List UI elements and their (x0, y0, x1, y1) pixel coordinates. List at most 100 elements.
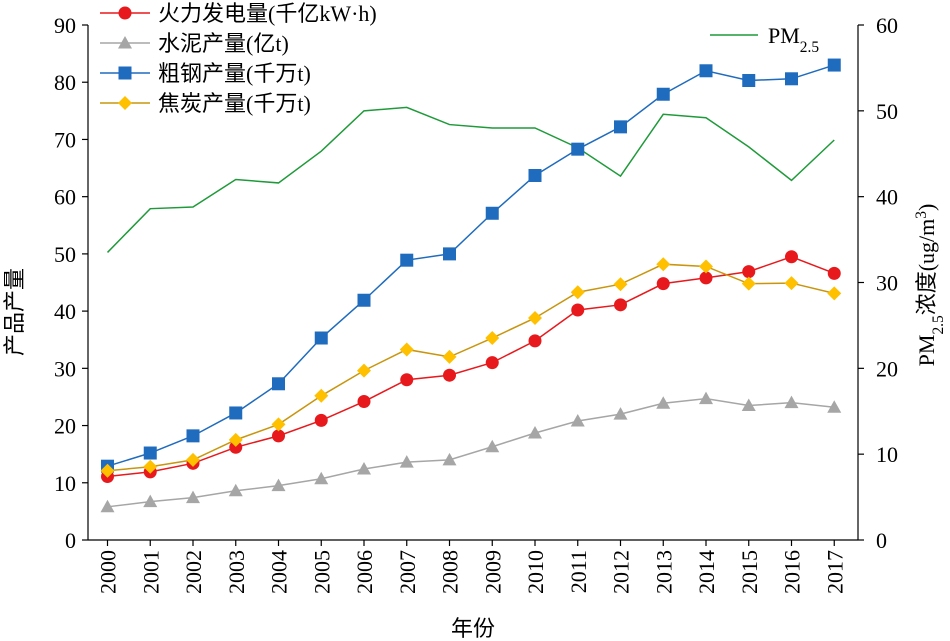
data-point (186, 490, 200, 504)
axes: 0 10 20 30 40 50 60 70 80 90 0 10 20 30 40 50 60 2000 2001… (54, 13, 898, 594)
x-tick-label: 2011 (566, 550, 591, 593)
data-point (528, 168, 542, 182)
data-point (143, 494, 158, 508)
x-tick-label: 2005 (309, 550, 334, 594)
data-point (442, 349, 457, 364)
data-point (357, 395, 371, 409)
x-tick-label: 2003 (224, 550, 249, 594)
legend-item: PM2.5 (710, 23, 819, 56)
legend-label: 水泥产量(亿t) (158, 31, 289, 56)
y-left-tick-label: 10 (54, 471, 76, 496)
x-tick-label: 2014 (694, 550, 719, 594)
series-line (106, 106, 835, 253)
x-tick-label: 2015 (737, 550, 762, 594)
data-point (784, 395, 799, 409)
x-tick-label: 2007 (395, 550, 420, 594)
data-point (143, 446, 157, 460)
y-right-tick-label: 60 (876, 13, 898, 38)
series-1 (100, 391, 842, 513)
x-tick-label: 2016 (780, 550, 805, 594)
data-point (228, 483, 243, 497)
legend-item: 焦炭产量(千万t) (100, 91, 311, 116)
data-point (442, 452, 457, 466)
data-point (229, 406, 243, 420)
data-point (742, 74, 756, 88)
y-right-tick-label: 50 (876, 99, 898, 124)
series-line (107, 263, 835, 472)
data-point (443, 368, 456, 382)
data-point (656, 396, 671, 409)
data-point (699, 259, 713, 274)
series-line (107, 64, 835, 467)
data-point (699, 391, 713, 405)
data-point (699, 271, 713, 285)
y-left-tick-label: 90 (54, 13, 76, 38)
legend-item: 粗钢产量(千万t) (100, 61, 311, 86)
x-axis-title: 年份 (451, 616, 495, 641)
data-point (827, 400, 842, 413)
data-point (656, 257, 671, 272)
legend: 火力发电量(千亿kW·h) 水泥产量(亿t) 粗钢产量(千万t) 焦炭产量(千万t) P… (100, 1, 819, 116)
y-right-tick-label: 30 (876, 271, 898, 296)
data-point (613, 407, 628, 420)
x-tick-label: 2017 (822, 550, 847, 594)
series-3 (100, 257, 842, 478)
x-tick-label: 2000 (96, 550, 121, 594)
x-tick-label: 2010 (523, 550, 548, 594)
series-2 (101, 58, 841, 473)
data-point (785, 72, 798, 86)
legend-label: 粗钢产量(千万t) (158, 61, 311, 86)
data-point (827, 58, 841, 72)
y-left-tick-label: 0 (65, 528, 76, 553)
y-right-tick-label: 20 (876, 356, 898, 381)
y-axis-left-title: 产品产量 (2, 268, 27, 356)
series-line (107, 255, 835, 478)
data-point (485, 331, 500, 346)
data-point (229, 440, 243, 454)
data-point (570, 413, 585, 427)
data-point (742, 265, 756, 279)
data-point (443, 247, 456, 261)
data-point (271, 417, 286, 432)
legend-marker (118, 66, 132, 80)
data-point (656, 277, 670, 291)
data-point (314, 388, 329, 403)
data-point (100, 499, 115, 513)
data-point (485, 439, 500, 453)
series-0 (101, 250, 841, 483)
data-point (656, 87, 670, 101)
y-left-tick-label: 20 (54, 414, 76, 439)
y-right-tick-label: 40 (876, 185, 898, 210)
data-point (357, 293, 371, 307)
data-point (357, 363, 371, 378)
data-point (186, 429, 200, 443)
data-point (571, 142, 585, 156)
x-tick-label: 2004 (267, 550, 292, 594)
data-point (614, 120, 627, 134)
data-point (614, 298, 627, 312)
data-point (400, 373, 414, 387)
x-tick-label: 2013 (651, 550, 676, 594)
data-point (528, 310, 542, 325)
series-4 (106, 106, 835, 253)
legend-marker (118, 36, 132, 49)
data-point (399, 455, 414, 468)
data-point (400, 253, 414, 267)
x-tick-label: 2008 (438, 550, 463, 594)
data-point (272, 377, 285, 391)
y-axis-right-title: PM2.5浓度(ug/m3) (913, 204, 947, 367)
data-point (399, 342, 414, 357)
legend-item: 火力发电量(千亿kW·h) (100, 1, 377, 26)
y-right-tick-label: 10 (876, 442, 898, 467)
y-left-tick-label: 50 (54, 242, 76, 267)
data-point (186, 452, 200, 467)
legend-label: 焦炭产量(千万t) (158, 91, 311, 116)
y-left-tick-label: 80 (54, 70, 76, 95)
data-point (143, 459, 158, 474)
legend-label: 火力发电量(千亿kW·h) (158, 1, 377, 26)
data-point (827, 266, 841, 280)
data-point (528, 334, 542, 348)
data-point (314, 413, 328, 427)
data-point (228, 432, 243, 447)
data-point (314, 331, 328, 345)
